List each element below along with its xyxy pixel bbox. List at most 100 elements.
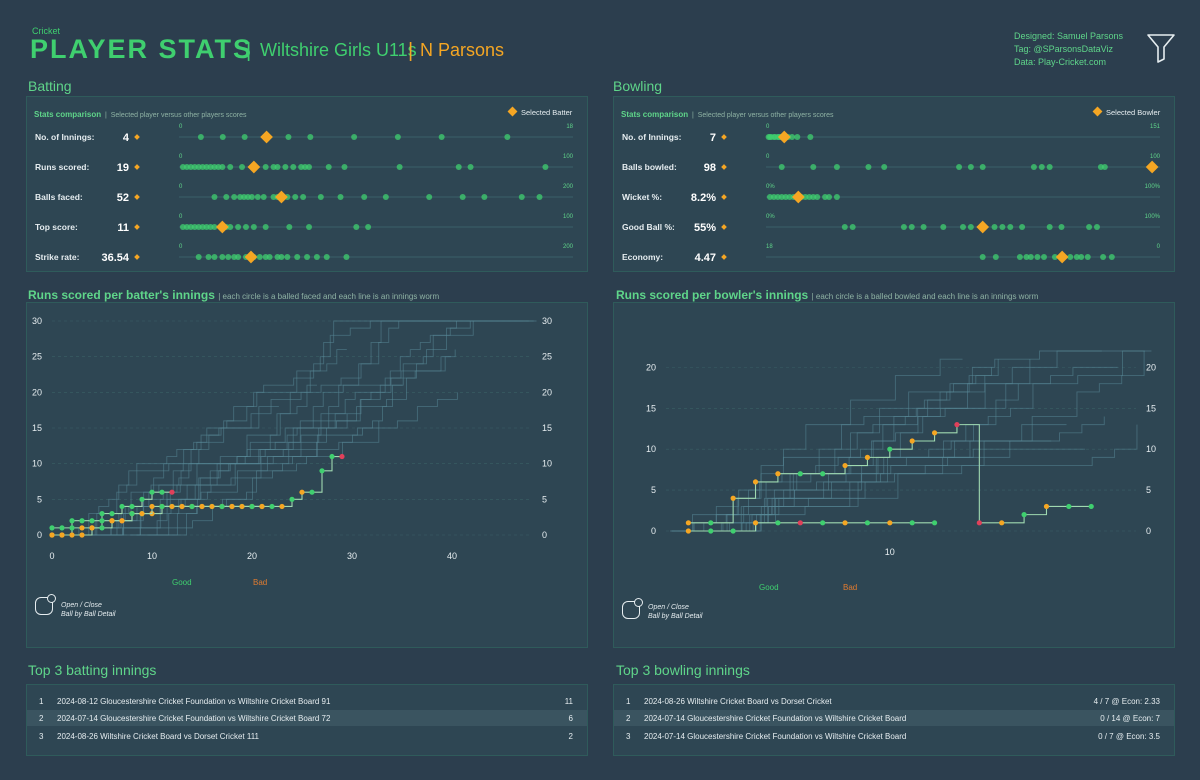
ball-point — [169, 489, 175, 495]
player-point — [960, 224, 966, 230]
table-row[interactable]: 2 2024-07-14 Gloucestershire Cricket Fou… — [614, 710, 1174, 726]
player-point — [323, 254, 330, 260]
other-innings-worm — [701, 416, 1105, 532]
ball-point — [319, 468, 325, 474]
ball-point — [730, 528, 736, 534]
panel-heading: Stats comparison | Selected player versu… — [621, 110, 834, 119]
player-point — [282, 164, 289, 170]
ball-point — [842, 462, 848, 469]
selected-player-point — [791, 190, 805, 204]
player-point — [227, 224, 234, 230]
strip-min-label: 0 — [179, 124, 183, 130]
ball-point — [199, 503, 205, 510]
strip-min-label: 0 — [179, 244, 183, 250]
selected-marker-icon — [721, 224, 727, 230]
player-point — [262, 164, 269, 170]
ball-detail-toggle-label[interactable]: Open / Close Ball by Ball Detail — [648, 603, 702, 621]
bowling-strip-plot: No. of Innings: 7 0 151 Balls bowled: 98 0 100 W… — [622, 124, 1161, 264]
player-point — [778, 164, 785, 170]
player-point — [536, 194, 543, 200]
ball-point — [229, 503, 235, 510]
chart-title-text: Runs scored per bowler's innings — [616, 288, 809, 302]
ball-point — [887, 446, 893, 452]
bowling-worm-panel: 0 0 5 5 10 10 15 15 20 20 10 Good Bad Open / Close… — [613, 302, 1175, 648]
x-tick-label: 10 — [147, 551, 157, 561]
stat-label: No. of Innings: — [622, 132, 682, 142]
ball-point — [279, 503, 285, 510]
innings-figures: 0 / 14 @ Econ: 7 — [1100, 714, 1160, 723]
table-row[interactable]: 3 2024-07-14 Gloucestershire Cricket Fou… — [614, 728, 1174, 744]
player-point — [231, 194, 238, 200]
batting-stats-panel: Stats comparison | Selected player versu… — [26, 96, 588, 272]
panel-title: Stats comparison — [621, 110, 689, 119]
player-point — [266, 254, 273, 260]
strip-min-label: 0 — [766, 124, 770, 130]
player-point — [794, 134, 801, 140]
match-name: 2024-08-12 Gloucestershire Cricket Found… — [57, 697, 331, 706]
player-point — [991, 224, 998, 230]
panel-subtitle: Selected player versus other players sco… — [110, 112, 247, 119]
selected-marker-icon — [134, 134, 140, 140]
ball-point — [209, 503, 215, 510]
ball-detail-toggle-icon[interactable] — [622, 598, 643, 619]
player-point — [1046, 164, 1053, 170]
innings-figures: 0 / 7 @ Econ: 3.5 — [1098, 732, 1160, 741]
ball-point — [69, 525, 75, 531]
ball-point — [931, 520, 938, 526]
y-tick-label: 15 — [542, 423, 552, 433]
player-point — [235, 224, 242, 230]
selected-player-point — [1055, 250, 1069, 264]
ball-point — [59, 525, 65, 531]
y-tick-label: 0 — [651, 526, 656, 536]
ball-detail-toggle-label[interactable]: Open / Close Ball by Ball Detail — [61, 601, 115, 619]
player-point — [967, 224, 974, 230]
panel-title: Stats comparison — [34, 110, 102, 119]
ball-point — [976, 520, 982, 526]
stat-value: 4 — [123, 132, 130, 144]
rank: 3 — [39, 732, 44, 741]
chart-title-text: Runs scored per batter's innings — [28, 288, 215, 302]
filter-funnel-icon[interactable] — [1146, 32, 1176, 64]
innings-score: 2 — [568, 732, 573, 741]
player-point — [242, 224, 249, 230]
ball-point — [89, 525, 95, 531]
x-tick-label: 40 — [447, 551, 457, 561]
player-point — [219, 254, 226, 260]
stat-label: Runs scored: — [35, 162, 89, 172]
strip-min-label: 0 — [766, 154, 770, 160]
table-row[interactable]: 2 2024-07-14 Gloucestershire Cricket Fou… — [27, 710, 587, 726]
bowling-stats-panel: Stats comparison | Selected player versu… — [613, 96, 1175, 272]
player-point — [382, 194, 389, 200]
player-point — [1034, 254, 1041, 260]
batting-worm-chart: 0 0 5 5 10 10 15 15 20 20 25 25 30 30 0 10 20 30 40 — [32, 316, 552, 561]
selected-marker-icon — [721, 254, 727, 260]
player-point — [227, 164, 234, 170]
legend-selected-batter: Selected Batter — [507, 106, 572, 117]
ball-point — [820, 471, 826, 477]
player-point — [1016, 254, 1023, 260]
ball-detail-toggle-icon[interactable] — [35, 594, 56, 615]
player-point — [459, 194, 466, 200]
player-point — [920, 224, 927, 230]
top-batting-table: 1 2024-08-12 Gloucestershire Cricket Fou… — [26, 684, 588, 756]
player-point — [300, 194, 307, 200]
table-row[interactable]: 1 2024-08-26 Wiltshire Cricket Board vs … — [614, 693, 1174, 709]
stat-label: Good Ball %: — [622, 222, 675, 232]
legend-selected-bowler: Selected Bowler — [1092, 106, 1160, 117]
player-point — [1093, 224, 1100, 230]
ball-point — [269, 503, 275, 510]
y-tick-label: 20 — [646, 362, 656, 372]
table-row[interactable]: 3 2024-08-26 Wiltshire Cricket Board vs … — [27, 728, 587, 744]
batting-section-title: Batting — [28, 78, 72, 94]
credits: Designed: Samuel Parsons Tag: @SParsonsD… — [1014, 30, 1123, 69]
ball-point — [842, 520, 848, 526]
top-bowling-table: 1 2024-08-26 Wiltshire Cricket Board vs … — [613, 684, 1175, 756]
title-separator: | — [408, 40, 414, 62]
selected-player-point — [275, 190, 288, 204]
ball-point — [1021, 512, 1027, 518]
player-point — [979, 254, 986, 260]
selected-marker-icon — [134, 194, 140, 200]
table-row[interactable]: 1 2024-08-12 Gloucestershire Cricket Fou… — [27, 693, 587, 709]
player-point — [343, 254, 350, 260]
other-innings-worm — [694, 359, 1031, 532]
